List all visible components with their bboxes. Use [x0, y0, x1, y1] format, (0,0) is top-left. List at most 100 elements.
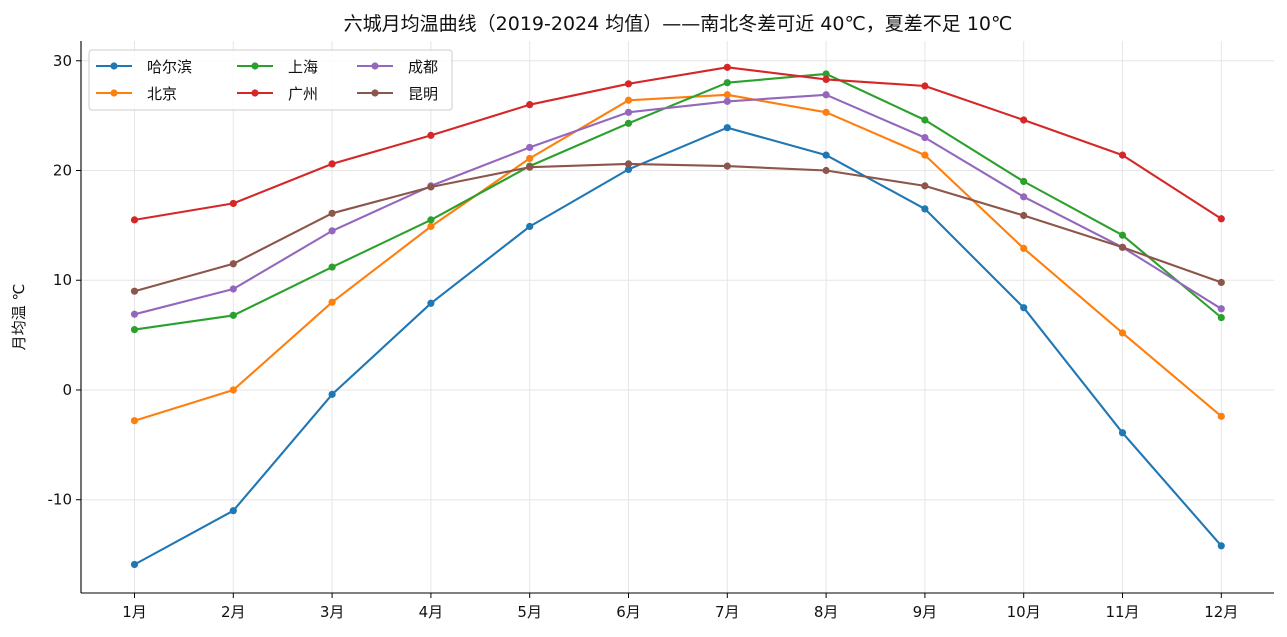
series-成都: [130, 91, 1225, 318]
legend-item: 广州: [237, 85, 318, 103]
data-point: [624, 160, 633, 168]
y-tick-label: -10: [48, 491, 73, 509]
legend-item: 昆明: [357, 85, 438, 103]
data-point: [624, 80, 633, 88]
data-point: [526, 222, 534, 231]
data-point: [624, 119, 633, 127]
data-point: [921, 82, 929, 90]
data-point: [1118, 329, 1127, 337]
data-point: [427, 222, 435, 231]
data-point: [822, 75, 830, 84]
data-point: [328, 227, 336, 235]
data-point: [1118, 231, 1127, 239]
legend-label: 北京: [147, 85, 177, 103]
data-point: [1020, 304, 1028, 312]
legend-marker: [371, 89, 379, 97]
data-point: [229, 199, 237, 208]
series-line: [134, 93, 1222, 422]
data-point: [723, 63, 731, 71]
data-point: [723, 162, 731, 170]
x-tick-label: 5月: [517, 603, 542, 621]
data-point: [723, 79, 731, 87]
legend-label: 广州: [288, 85, 318, 103]
data-point: [328, 160, 336, 168]
data-point: [822, 108, 830, 116]
data-point: [328, 263, 336, 271]
legend-marker: [251, 62, 259, 70]
x-tick-label: 6月: [616, 603, 641, 621]
data-point: [130, 287, 139, 295]
x-tick-label: 3月: [320, 603, 345, 621]
data-point: [526, 143, 534, 152]
legend-item: 北京: [96, 85, 177, 103]
legend-item: 上海: [237, 58, 318, 76]
legend-marker: [251, 89, 259, 97]
data-point: [328, 298, 336, 306]
data-point: [1118, 429, 1127, 437]
data-point: [1217, 313, 1225, 322]
data-point: [130, 310, 139, 318]
series-line: [134, 162, 1222, 293]
legend-frame: [88, 49, 453, 111]
series-layer: [130, 63, 1225, 569]
legend-marker: [371, 62, 379, 70]
data-point: [921, 182, 929, 190]
x-tick-label: 1月: [122, 603, 147, 621]
data-point: [130, 560, 139, 569]
x-tick-label: 7月: [715, 603, 740, 621]
data-point: [1217, 278, 1225, 287]
data-point: [130, 326, 139, 334]
legend-item: 哈尔滨: [96, 58, 192, 76]
data-point: [624, 165, 633, 173]
data-point: [229, 260, 237, 268]
legend-label: 哈尔滨: [147, 58, 192, 76]
data-point: [921, 205, 929, 213]
legend-marker: [110, 62, 118, 70]
data-point: [822, 70, 830, 78]
series-line: [134, 93, 1222, 316]
x-tick-label: 12月: [1204, 603, 1238, 621]
data-point: [1020, 193, 1028, 201]
data-point: [130, 216, 139, 224]
data-point: [921, 133, 929, 142]
data-point: [723, 97, 731, 105]
data-point: [328, 390, 336, 398]
data-point: [427, 299, 435, 307]
grid-lines: [81, 41, 1274, 593]
data-point: [1020, 211, 1028, 220]
series-line: [134, 72, 1222, 331]
data-point: [624, 108, 633, 116]
x-tick-label: 11月: [1105, 603, 1139, 621]
data-point: [229, 285, 237, 293]
data-point: [822, 91, 830, 99]
series-line: [134, 66, 1222, 221]
data-point: [130, 417, 139, 425]
series-line: [133, 126, 1223, 566]
data-point: [1020, 177, 1028, 186]
data-point: [427, 216, 435, 224]
data-point: [427, 183, 435, 191]
data-point: [624, 96, 633, 104]
data-point: [1217, 215, 1225, 223]
y-tick-label: 20: [53, 161, 72, 179]
data-point: [1217, 542, 1225, 550]
data-point: [526, 163, 534, 171]
series-广州: [130, 63, 1225, 224]
data-point: [921, 151, 929, 159]
legend-label: 昆明: [408, 85, 438, 103]
x-tick-label: 2月: [221, 603, 246, 621]
x-tick-label: 9月: [913, 603, 938, 621]
legend-label: 成都: [408, 58, 438, 76]
data-point: [229, 311, 237, 319]
data-point: [1020, 244, 1028, 253]
series-昆明: [130, 160, 1225, 295]
data-point: [427, 131, 435, 139]
data-point: [328, 209, 336, 217]
y-tick-label: 0: [62, 381, 72, 399]
data-point: [1020, 116, 1028, 124]
data-point: [822, 151, 830, 159]
x-tick-label: 4月: [419, 603, 444, 621]
chart-title: 六城月均温曲线（2019-2024 均值）——南北冬差可近 40℃，夏差不足 1…: [344, 13, 1013, 35]
